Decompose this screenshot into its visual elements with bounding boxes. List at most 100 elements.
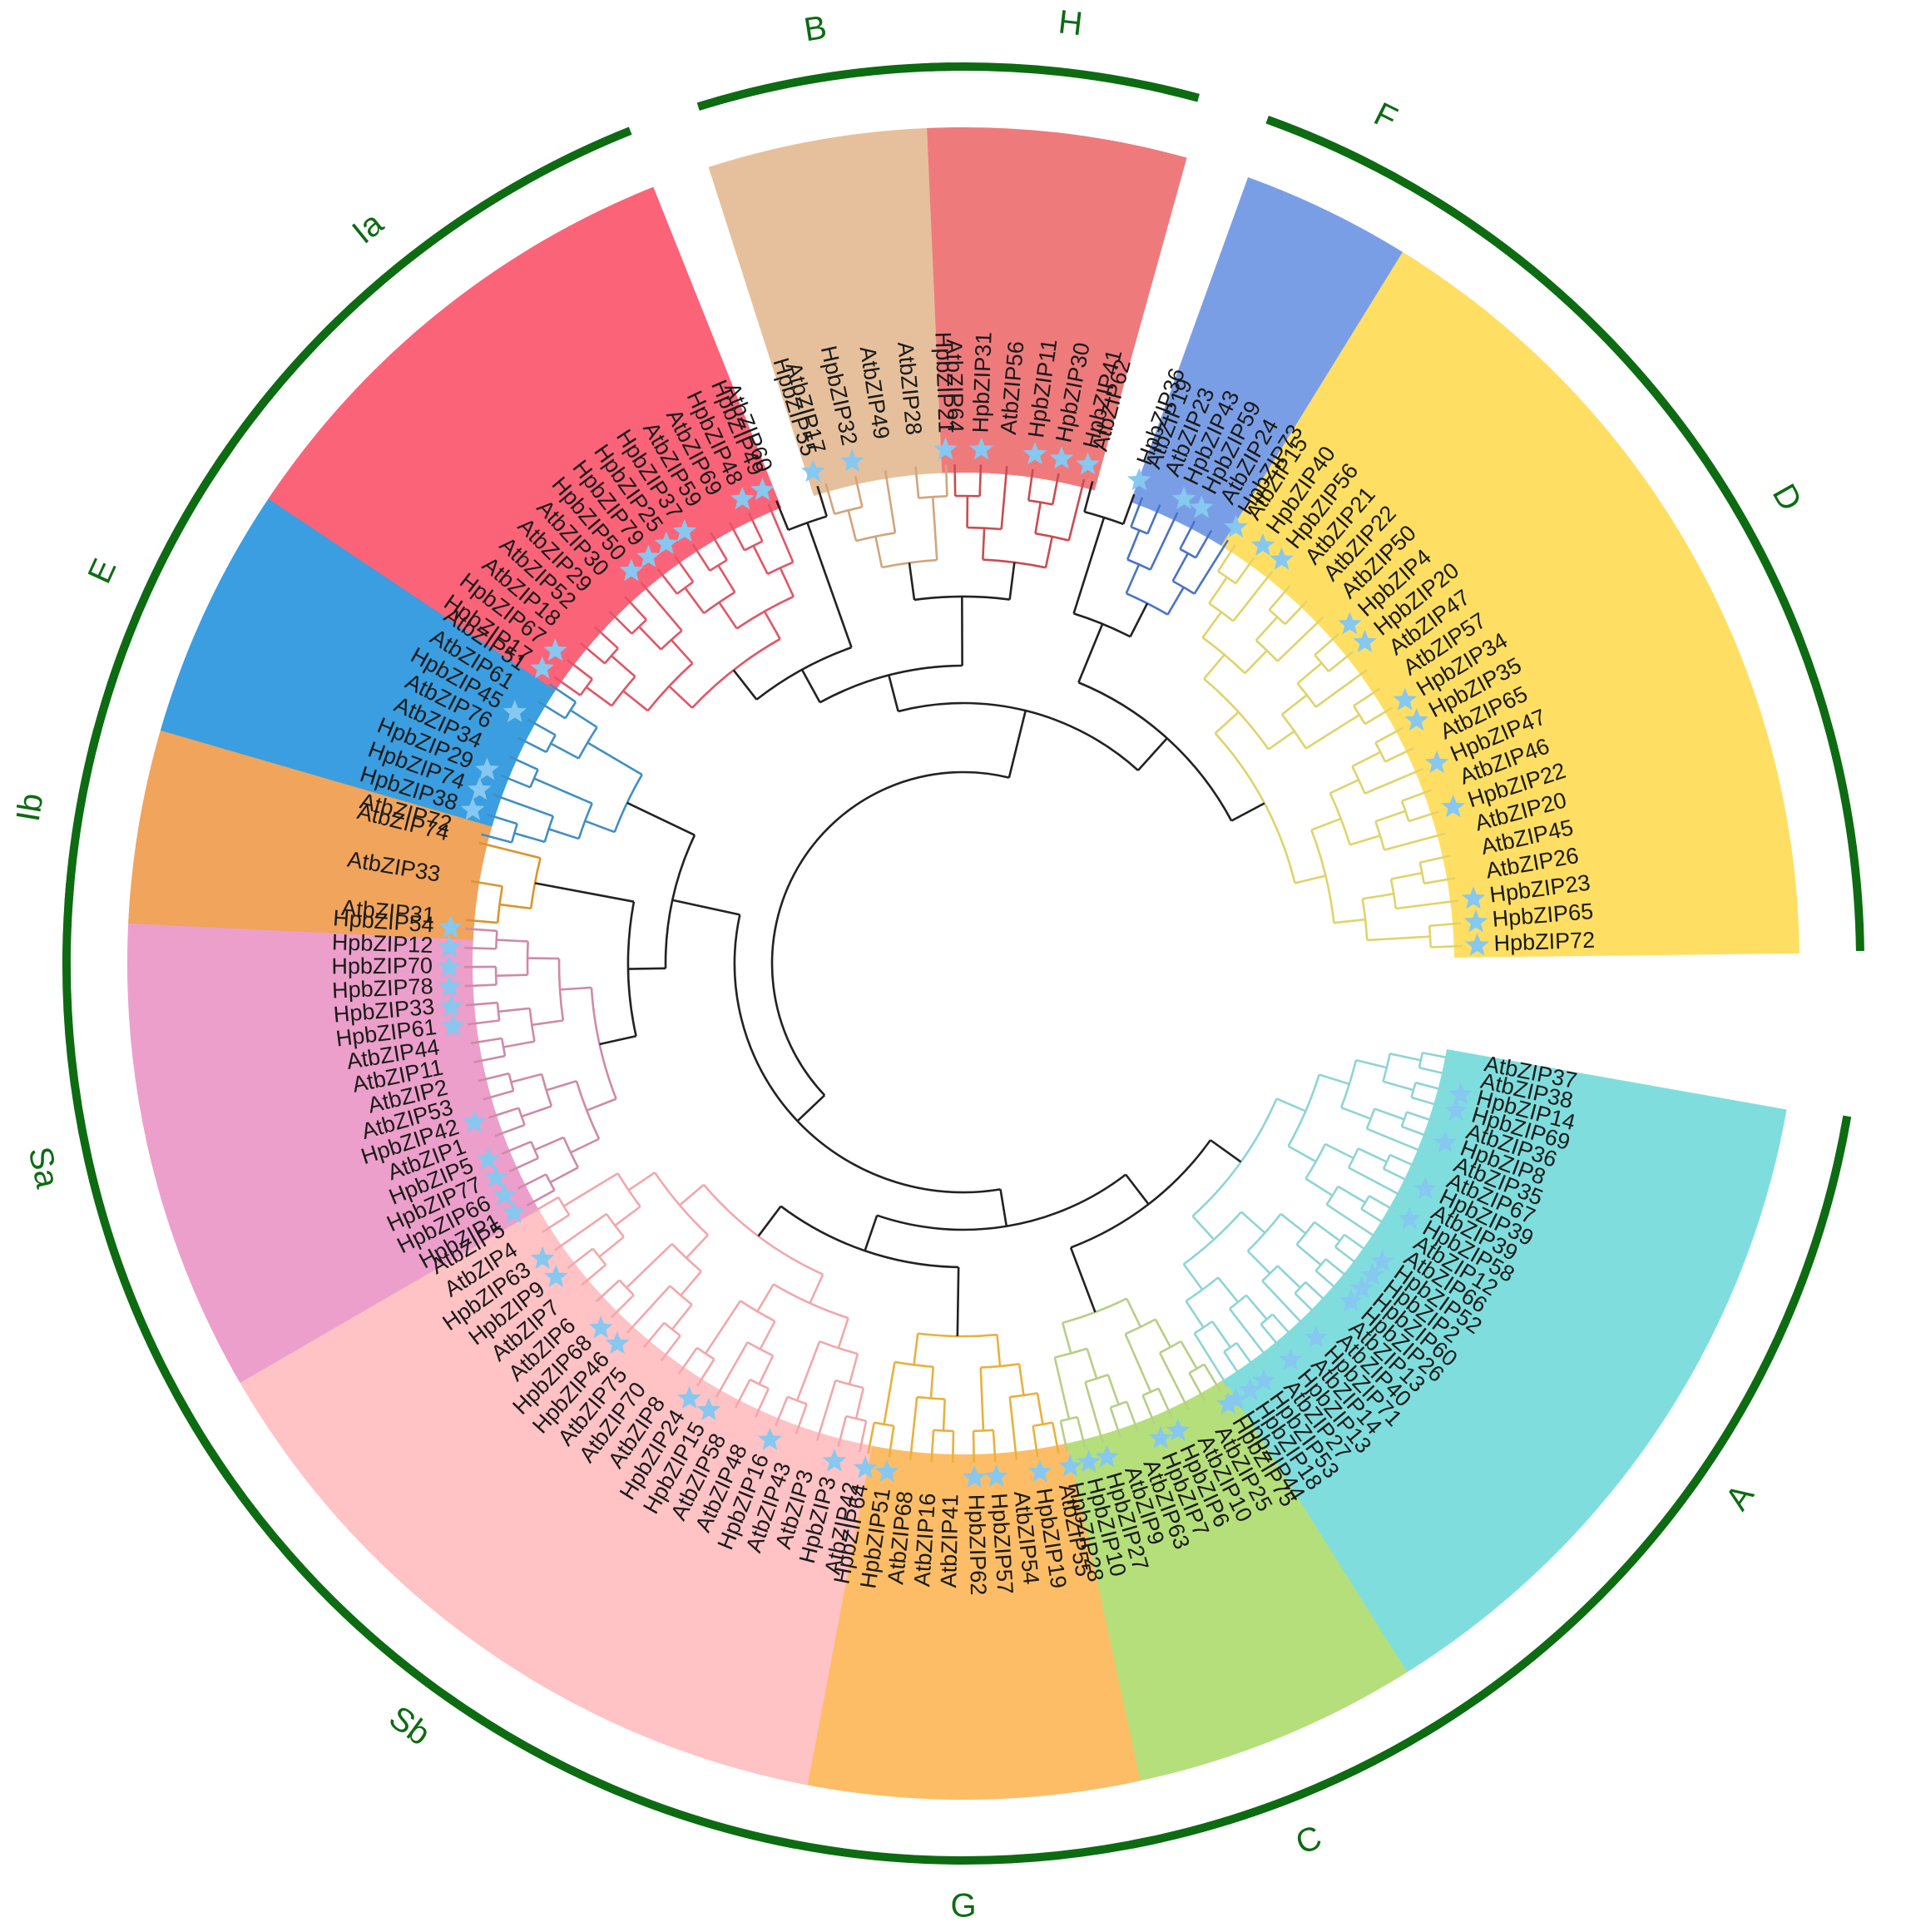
tree-branch (1223, 1341, 1238, 1353)
tree-branch (894, 1360, 933, 1368)
tree-branch (548, 683, 577, 703)
tree-branch (1296, 661, 1323, 685)
tree-branch (1314, 668, 1368, 708)
tree-branch (517, 1173, 547, 1190)
tree-branch (608, 610, 633, 635)
tree-branch (710, 532, 728, 561)
star-marker-HpbZIP42 (462, 1109, 487, 1133)
tree-branch (534, 882, 635, 903)
leaf-label-HpbZIP21: HpbZIP21 (930, 331, 958, 433)
tree-branch (1267, 730, 1295, 751)
tree-branch (674, 555, 695, 583)
tree-branch (1429, 922, 1462, 928)
tree-branch (1083, 481, 1094, 513)
star-marker-HpbZIP44 (1224, 1387, 1248, 1410)
tree-branch (554, 1212, 607, 1251)
star-marker-HpbZIP73 (1224, 514, 1248, 538)
clade-label-B: B (801, 9, 829, 49)
star-marker-HpbZIP66 (493, 1182, 517, 1206)
star-marker-HpbZIP68 (588, 1315, 613, 1339)
tree-branch (1130, 526, 1148, 535)
tree-branch (914, 466, 920, 498)
star-marker-HpbZIP55 (801, 459, 825, 483)
leaf-label-HpbZIP31: HpbZIP31 (968, 331, 996, 433)
tree-branch (1401, 1125, 1432, 1139)
tree-branch (996, 1335, 1002, 1367)
tree-branch (1304, 1143, 1327, 1180)
clade-label-D: D (1765, 478, 1809, 517)
tree-branch (942, 1399, 946, 1431)
star-marker-HpbZIP32 (839, 448, 864, 472)
tree-branch (1325, 1186, 1339, 1206)
tree-branch (537, 701, 567, 720)
tree-branch (1166, 587, 1185, 616)
tree-branch (1294, 1281, 1307, 1295)
leaf-label-AtbZIP41: AtbZIP41 (936, 1494, 963, 1588)
tree-branch (1193, 1332, 1230, 1388)
star-marker-HpbZIP53 (1251, 1368, 1276, 1391)
tree-branch (1086, 1348, 1098, 1380)
tree-branch (733, 914, 1001, 1194)
tree-branch (1374, 741, 1387, 762)
tree-branch (481, 833, 512, 844)
tree-branch (837, 1415, 848, 1448)
tree-branch (918, 495, 948, 499)
tree-branch (747, 512, 764, 542)
tree-branch (876, 1173, 1126, 1231)
tree-branch (510, 823, 518, 843)
tree-branch (848, 1353, 859, 1385)
clade-shading-G (786, 1443, 1141, 1800)
tree-branch (1276, 616, 1324, 662)
tree-branch (972, 1430, 976, 1463)
tree-branch (1334, 1246, 1361, 1267)
tree-branch (1389, 1053, 1422, 1062)
star-marker-HpbZIP4 (1338, 612, 1362, 635)
tree-branch (1390, 871, 1423, 880)
tree-branch (684, 587, 705, 614)
star-marker-HpbZIP36 (1127, 468, 1151, 491)
tree-branch (566, 659, 593, 681)
star-marker-HpbZIP60 (1349, 1276, 1374, 1299)
tree-branch (775, 500, 790, 531)
tree-branch (1208, 577, 1228, 604)
tree-branch (1383, 1080, 1414, 1092)
tree-branch (508, 1157, 539, 1172)
tree-branch (679, 1183, 705, 1206)
leaf-label-AtbZIP16: AtbZIP16 (909, 1493, 940, 1588)
tree-branch (815, 1380, 837, 1442)
tree-branch (493, 794, 554, 818)
star-marker-HpbZIP8 (1433, 1130, 1458, 1153)
tree-branch (1059, 1420, 1069, 1453)
clade-shading-Sb (230, 1199, 873, 1786)
leaf-label-HpbZIP12: HpbZIP12 (331, 929, 433, 958)
tree-branch (610, 655, 636, 678)
tree-branch (653, 1172, 709, 1236)
tree-branch (670, 639, 694, 665)
clade-label-F: F (1369, 96, 1404, 137)
tree-branch (526, 1189, 556, 1207)
tree-branch (1418, 1067, 1451, 1077)
leaf-labels: AtbZIP37AtbZIP38HpbZIP14HpbZIP69AtbZIP36… (331, 331, 1595, 1595)
tree-branch (1126, 1298, 1142, 1328)
star-marker-HpbZIP28 (1058, 1454, 1082, 1477)
tree-branch (1255, 616, 1279, 642)
tree-branch (1287, 1074, 1320, 1147)
tree-branch (626, 1243, 673, 1289)
star-marker-HpbZIP69 (1443, 1097, 1468, 1122)
tree-branch (631, 618, 647, 635)
tree-branch (767, 561, 794, 576)
tree-branch (614, 1206, 641, 1227)
clade-arc-D (1433, 197, 1864, 952)
tree-branch (1255, 639, 1279, 662)
tree-branch (854, 475, 864, 508)
tree-branch (1072, 517, 1106, 614)
tree-branch (1314, 1270, 1341, 1293)
star-marker-HpbZIP3 (822, 1449, 847, 1472)
tree-branch (626, 1285, 671, 1334)
tree-branch (1216, 544, 1236, 572)
tree-branch (908, 1396, 918, 1460)
tree-branch (980, 1363, 1020, 1369)
tree-branch (1374, 1107, 1405, 1121)
tree-branch (696, 1346, 715, 1360)
tree-branch (1281, 694, 1308, 716)
